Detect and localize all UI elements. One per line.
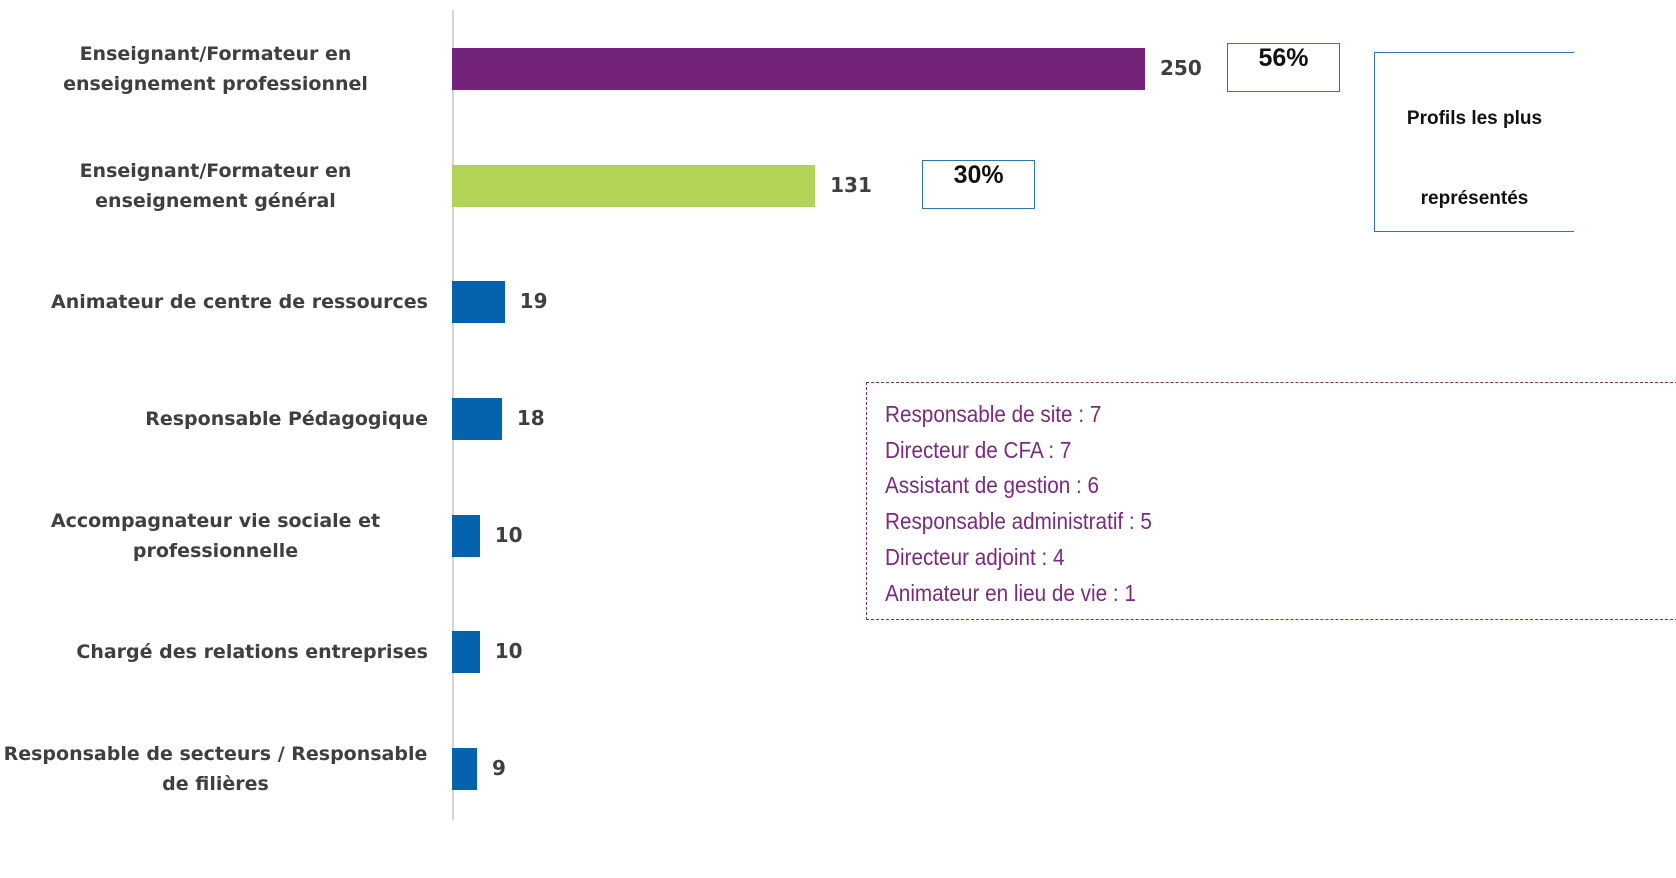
- category-label-wrap: Accompagnateur vie sociale et profession…: [0, 506, 428, 566]
- category-label-wrap: Enseignant/Formateur en enseignement pro…: [0, 39, 428, 99]
- other-profile: Assistant de gestion : 6: [885, 472, 1100, 499]
- highlight-title: Profils les plus représentés: [1406, 108, 1543, 209]
- other-profile: Responsable de site : 7: [885, 401, 1102, 427]
- bar: [452, 748, 477, 791]
- value-label: 9: [491, 756, 506, 781]
- bar: [452, 631, 480, 674]
- category-label: Animateur de centre de ressources: [51, 291, 428, 314]
- value-label: 131: [830, 172, 872, 197]
- category-label-wrap: Animateur de centre de ressources: [0, 287, 428, 317]
- value-label: 19: [519, 289, 548, 314]
- share-box: 30%: [922, 159, 1036, 209]
- value-label: 10: [494, 522, 523, 547]
- value-label: 18: [516, 406, 545, 430]
- other-profile: Responsable administratif : 5: [885, 508, 1152, 535]
- category-label-wrap: Chargé des relations entreprises: [0, 637, 428, 667]
- category-label: Responsable Pédagogique: [145, 408, 428, 430]
- bar: [452, 281, 505, 324]
- category-label-wrap: Enseignant/Formateur en enseignement gén…: [0, 156, 428, 216]
- category-label: Enseignant/Formateur en enseignement gén…: [79, 159, 352, 212]
- other-profile: Directeur de CFA : 7: [885, 436, 1072, 463]
- value-label: 250: [1160, 56, 1202, 80]
- other-profile: Directeur adjoint : 4: [885, 543, 1065, 570]
- share-box: 56%: [1227, 43, 1340, 92]
- category-label: Accompagnateur vie sociale et profession…: [50, 509, 381, 562]
- other-profiles-box: Responsable de site : 7 Directeur de CFA …: [866, 382, 1676, 620]
- highlight-box: Profils les plus représentés: [1374, 52, 1574, 232]
- category-label-wrap: Responsable de secteurs / Responsable de…: [0, 739, 428, 799]
- bar: [452, 164, 816, 207]
- bar: [452, 514, 480, 557]
- category-label: Enseignant/Formateur en enseignement pro…: [63, 43, 368, 95]
- bar: [452, 48, 1145, 90]
- category-label: Chargé des relations entreprises: [76, 641, 428, 664]
- value-label: 10: [494, 639, 523, 664]
- bar: [452, 398, 502, 440]
- category-label: Responsable de secteurs / Responsable de…: [3, 743, 428, 796]
- category-label-wrap: Responsable Pédagogique: [0, 404, 428, 434]
- other-profile: Animateur en lieu de vie : 1: [885, 579, 1136, 606]
